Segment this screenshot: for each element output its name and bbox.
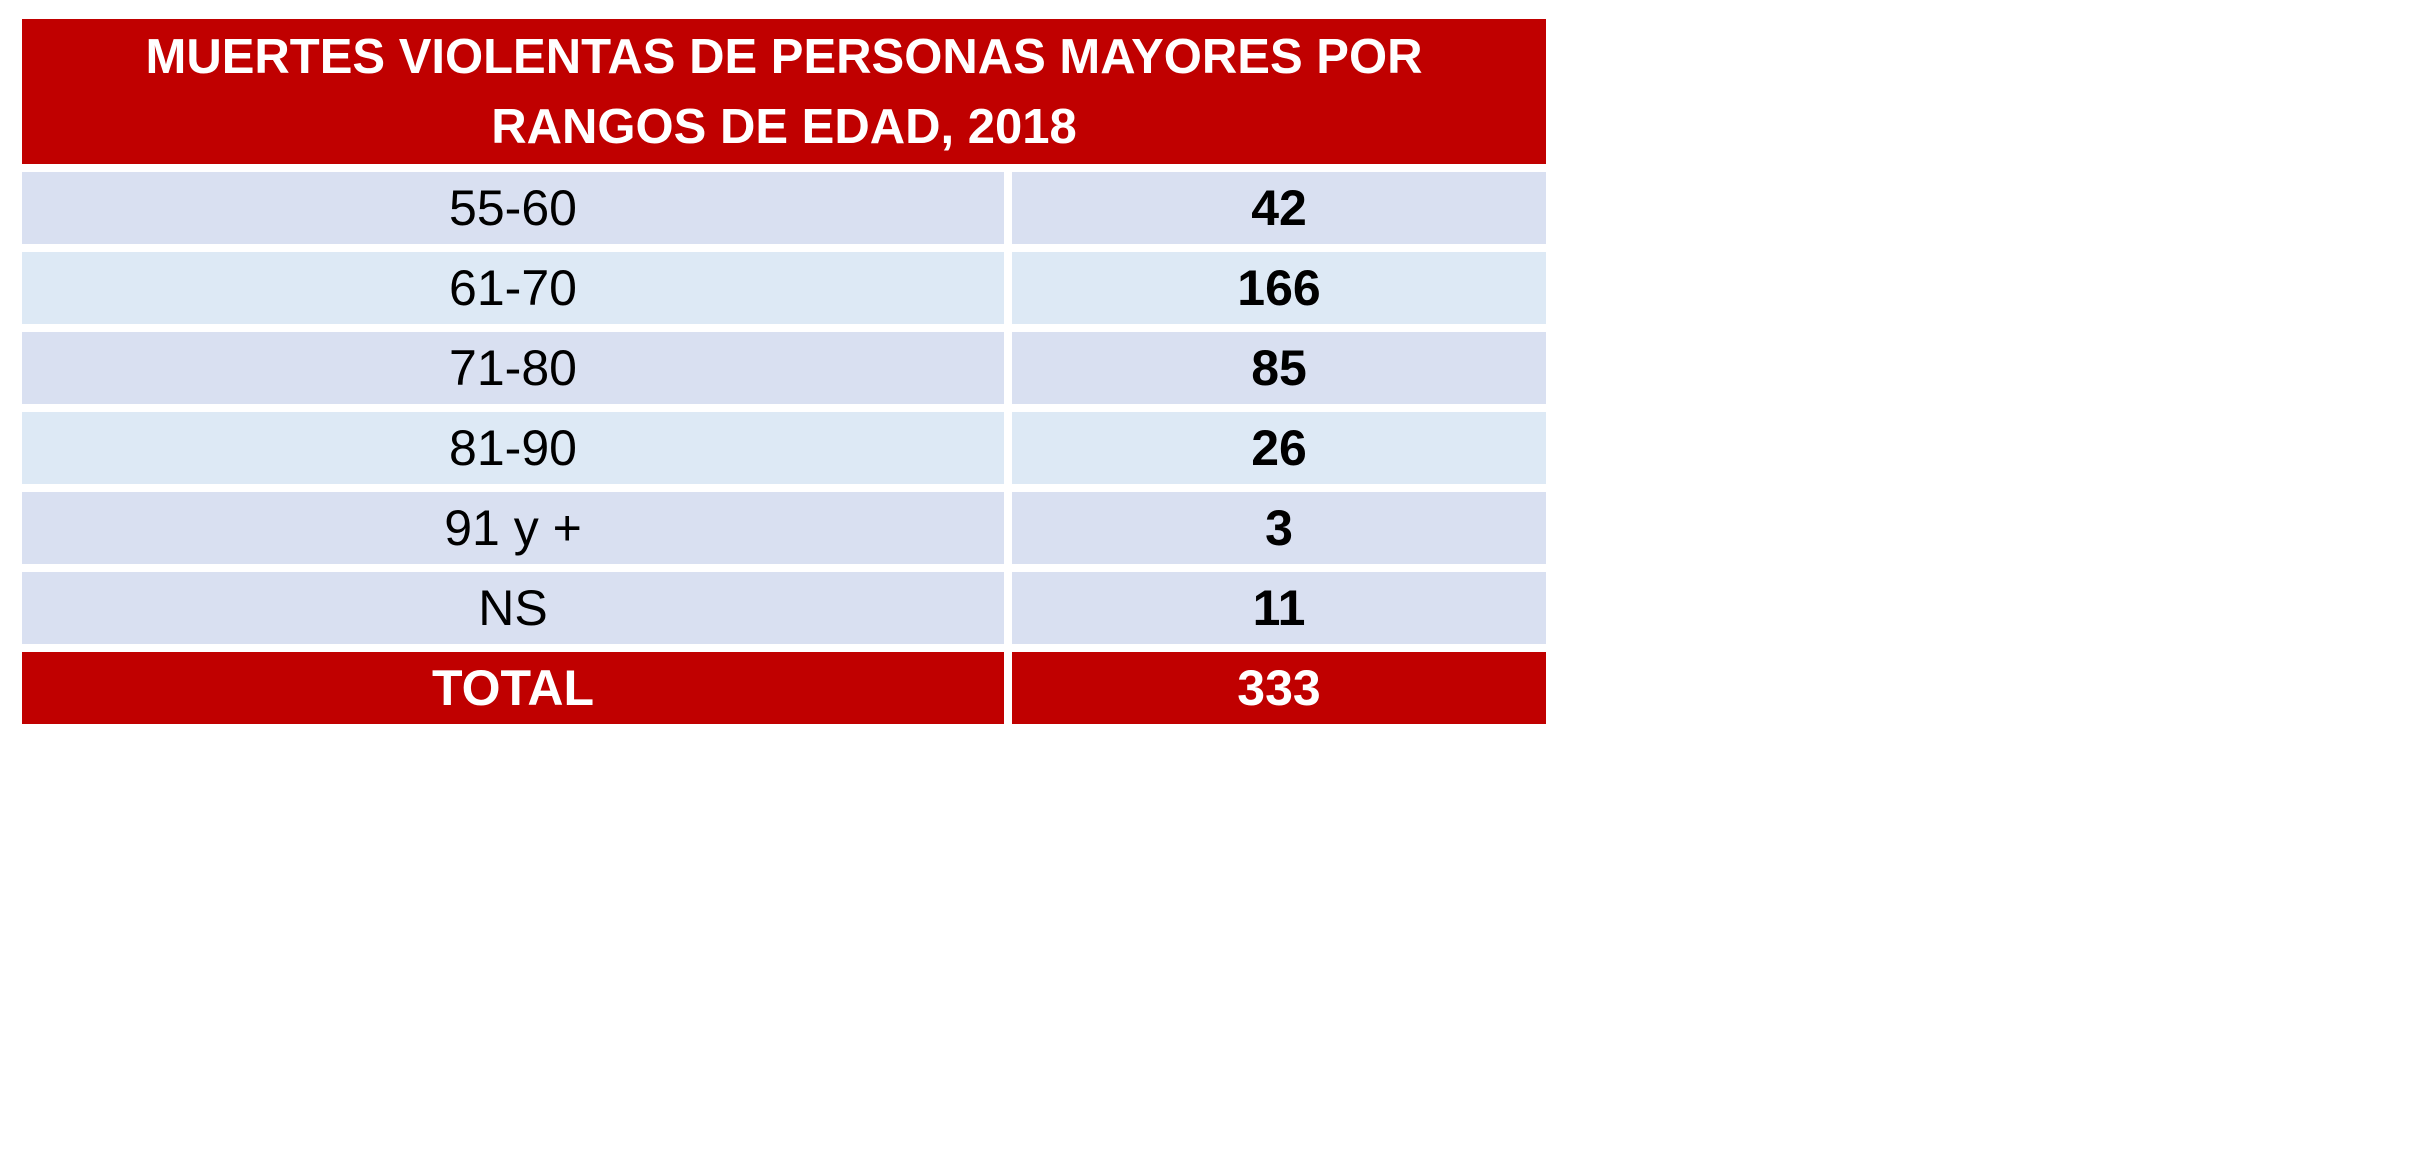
total-row: TOTAL 333 — [22, 652, 1546, 724]
table-row: 71-80 85 — [22, 332, 1546, 404]
count-cell: 11 — [1012, 572, 1546, 644]
table-row: 61-70 166 — [22, 252, 1546, 324]
total-value-cell: 333 — [1012, 652, 1546, 724]
table-row: 91 y + 3 — [22, 492, 1546, 564]
table-row: 55-60 42 — [22, 172, 1546, 244]
age-range-cell: 61-70 — [22, 252, 1004, 324]
table-body: 55-60 42 61-70 166 71-80 85 81-90 26 91 … — [22, 172, 1546, 724]
total-label-cell: TOTAL — [22, 652, 1004, 724]
count-cell: 42 — [1012, 172, 1546, 244]
table-title: MUERTES VIOLENTAS DE PERSONAS MAYORES PO… — [22, 19, 1546, 164]
table-row: NS 11 — [22, 572, 1546, 644]
count-cell: 85 — [1012, 332, 1546, 404]
age-range-cell: 71-80 — [22, 332, 1004, 404]
age-range-table: MUERTES VIOLENTAS DE PERSONAS MAYORES PO… — [22, 19, 1546, 724]
age-range-cell: NS — [22, 572, 1004, 644]
table-row: 81-90 26 — [22, 412, 1546, 484]
age-range-cell: 55-60 — [22, 172, 1004, 244]
age-range-cell: 91 y + — [22, 492, 1004, 564]
count-cell: 26 — [1012, 412, 1546, 484]
age-range-cell: 81-90 — [22, 412, 1004, 484]
count-cell: 166 — [1012, 252, 1546, 324]
count-cell: 3 — [1012, 492, 1546, 564]
